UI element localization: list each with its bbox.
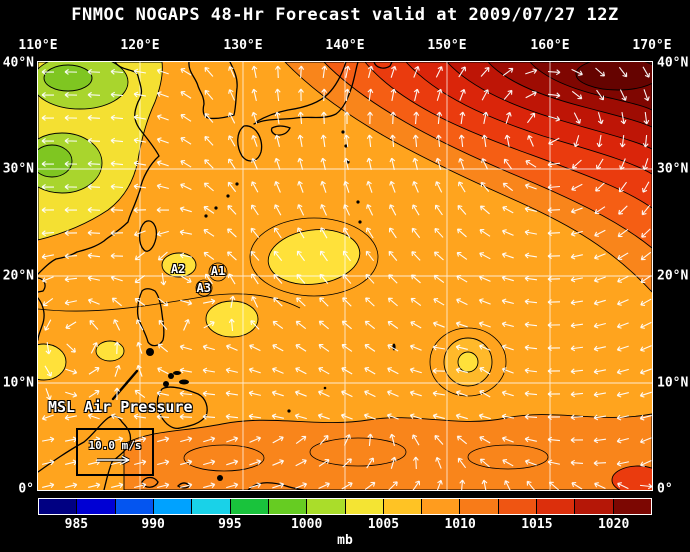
map-area: MSL Air Pressure 10.0 m/s A2 A1 A3 [37,61,653,491]
axis-tick-label: 130°E [223,38,263,53]
axis-tick-label: 150°E [427,38,467,53]
axis-tick-label: 40°N [657,55,689,71]
colorbar-segment [422,499,461,514]
chart-title: FNMOC NOGAPS 48-Hr Forecast valid at 200… [71,5,619,25]
wind-scale-label: 10.0 m/s [88,438,142,452]
colorbar-labels: 985 990 995 1000 1005 1010 1015 1020 [38,517,652,532]
axis-tick-label: 20°N [2,268,34,284]
colorbar-unit: mb [337,533,353,548]
island-dots [146,130,396,481]
axis-tick-label: 0° [657,481,673,497]
axis-tick-label: 120°E [120,38,160,53]
axis-tick-label: 40°N [2,55,34,71]
wind-scale-arrow-icon [97,454,130,465]
colorbar-tick-label: 985 [64,517,89,532]
wind-scale-box: 10.0 m/s [76,428,154,476]
colorbar-segment [115,499,154,514]
colorbar-segment [383,499,423,514]
axis-tick-label: 20°N [657,268,689,284]
colorbar-segment [498,499,538,514]
colorbar-segment [268,499,308,514]
colorbar-segment [460,499,499,514]
pressure-field-svg [38,62,652,490]
annotation-A2: A2 [170,261,186,276]
axis-tick-label: 10°N [657,375,689,391]
wind-vectors [41,65,652,490]
colorbar-tick-label: 1015 [521,517,553,532]
colorbar [38,498,652,515]
colorbar-segment [307,499,346,514]
colorbar-tick-label: 990 [141,517,165,532]
axis-tick-label: 160°E [530,38,570,53]
colorbar-segment [575,499,614,514]
colorbar-tick-label: 1020 [597,517,630,532]
colorbar-segment [345,499,384,514]
axis-tick-label: 10°N [2,375,34,391]
annotation-A3: A3 [196,280,211,295]
colorbar-segment [537,499,576,514]
colorbar-segment [613,499,651,514]
axis-tick-label: 140°E [325,38,365,53]
annotation-A1: A1 [210,263,226,278]
field-label: MSL Air Pressure [48,398,193,416]
colorbar-tick-label: 1005 [367,517,400,532]
axis-tick-label: 170°E [632,38,672,53]
axis-tick-label: 30°N [2,161,34,177]
colorbar-segment [192,499,231,514]
colorbar-tick-label: 1000 [290,517,323,532]
colorbar-segment [230,499,269,514]
colorbar-segment [77,499,116,514]
axis-tick-label: 110°E [18,38,58,53]
axis-tick-label: 30°N [657,161,689,177]
axis-tick-label: 0° [18,481,34,497]
colorbar-segment [153,499,193,514]
colorbar-tick-label: 1010 [444,517,476,532]
colorbar-tick-label: 995 [218,517,242,532]
colorbar-segment [39,499,78,514]
